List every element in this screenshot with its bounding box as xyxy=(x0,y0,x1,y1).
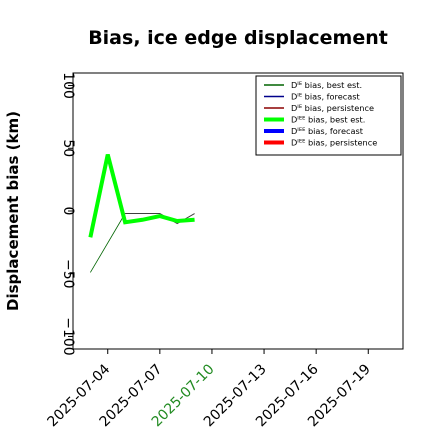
legend-label: Dᴵᴱ bias, forecast xyxy=(291,92,361,102)
legend-label: Dᴵᴱᴱ bias, best est. xyxy=(291,115,365,125)
legend-label: Dᴵᴱ bias, persistence xyxy=(291,103,374,113)
y-tick-label: −50 xyxy=(60,259,76,289)
legend-label: Dᴵᴱᴱ bias, persistence xyxy=(291,138,377,148)
y-tick-label: 0 xyxy=(60,207,76,216)
legend-label: Dᴵᴱ bias, best est. xyxy=(291,80,362,90)
series-layer xyxy=(88,154,195,273)
series-line xyxy=(90,213,126,273)
y-axis-label: Displacement bias (km) xyxy=(4,111,22,311)
y-tick-label: −100 xyxy=(60,317,76,355)
y-tick-label: 50 xyxy=(60,139,76,157)
y-tick-label: 100 xyxy=(60,72,76,99)
legend: Dᴵᴱ bias, best est.Dᴵᴱ bias, forecastDᴵᴱ… xyxy=(255,75,402,156)
y-axis-ticks: 100 50 0 −50 −100 xyxy=(60,72,76,356)
legend-label: Dᴵᴱᴱ bias, forecast xyxy=(291,126,364,136)
chart-title: Bias, ice edge displacement xyxy=(88,27,388,49)
legend-box xyxy=(255,75,402,156)
series-line xyxy=(88,154,195,238)
x-axis-ticks: 2025-07-042025-07-072025-07-102025-07-13… xyxy=(45,349,374,430)
